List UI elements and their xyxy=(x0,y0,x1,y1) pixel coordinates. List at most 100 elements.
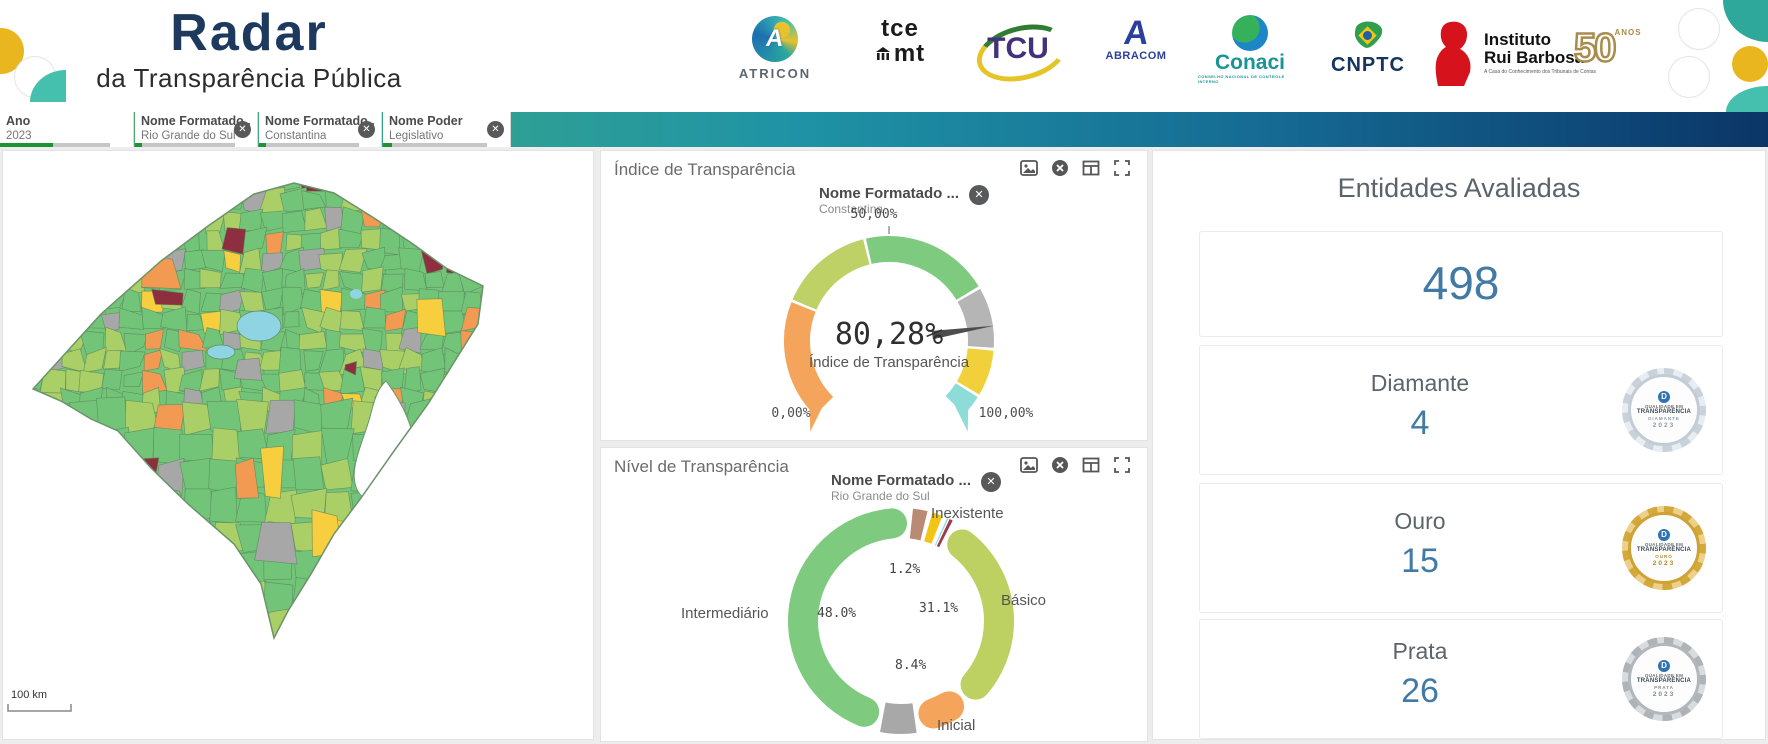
gauge-segment xyxy=(957,288,994,348)
clear-selections-icon[interactable] xyxy=(1051,159,1069,177)
map-cell xyxy=(78,190,106,215)
map-cell xyxy=(201,183,227,192)
entities-total-card[interactable]: 498 xyxy=(1199,231,1723,337)
donut-slice xyxy=(880,702,917,734)
map-cell xyxy=(104,186,128,213)
map-cell xyxy=(462,457,483,493)
map-cell xyxy=(120,231,145,255)
donut-label-inexistente: Inexistente xyxy=(931,505,1004,522)
map-cell xyxy=(504,370,527,393)
map-cell xyxy=(458,397,483,435)
map-cell xyxy=(320,183,345,190)
map-cell xyxy=(458,183,483,195)
map-cell xyxy=(502,328,526,354)
decorative-teal-shape xyxy=(1726,86,1768,112)
filter-ano[interactable]: Ano 2023 xyxy=(0,112,134,147)
map-cell xyxy=(426,186,446,216)
map-cell xyxy=(33,308,46,333)
brand-logo: Radar da Transparência Pública xyxy=(88,4,410,94)
map-cell xyxy=(45,208,61,236)
fullscreen-icon[interactable] xyxy=(1113,456,1131,474)
map-cell xyxy=(377,610,411,638)
kpi-row-ouro[interactable]: Ouro 15 D QUALIDADE EM TRANSPARÊNCIA OUR… xyxy=(1199,483,1723,613)
map-cell xyxy=(78,252,106,273)
map-cell xyxy=(416,298,447,337)
donut-label-intermediario: Intermediário xyxy=(681,605,769,622)
atricon-label: ATRICON xyxy=(738,66,812,81)
fullscreen-icon[interactable] xyxy=(1113,159,1131,177)
map-cell xyxy=(127,554,158,581)
transparency-level-donut[interactable] xyxy=(601,448,1147,742)
map-cell xyxy=(502,250,525,270)
map-cell xyxy=(123,371,144,387)
table-view-icon[interactable] xyxy=(1082,159,1100,177)
map-cell xyxy=(362,348,384,371)
clear-filter-icon[interactable] xyxy=(358,121,375,138)
filter-estado[interactable]: Nome Formatado ... Rio Grande do Sul xyxy=(135,112,258,147)
map-cell xyxy=(522,328,545,355)
filter-poder[interactable]: Nome Poder Legislativo xyxy=(383,112,511,147)
map-cell xyxy=(402,210,427,234)
map-cell xyxy=(153,607,184,638)
badge-level: PRATA xyxy=(1654,685,1674,690)
badge-level: OURO xyxy=(1655,554,1673,559)
export-image-icon[interactable] xyxy=(1020,159,1038,177)
map-cell xyxy=(123,333,148,356)
badge-d-logo: D xyxy=(1658,529,1670,541)
map-cell xyxy=(519,249,546,269)
map-cell xyxy=(41,490,75,526)
map-cell xyxy=(322,269,340,291)
clear-chip-icon[interactable] xyxy=(981,472,1002,492)
nivel-transparencia-panel: Nível de Transparência Nome Formatado ..… xyxy=(600,447,1148,742)
filter-municipio[interactable]: Nome Formatado ... Constantina xyxy=(259,112,382,147)
map-cell xyxy=(519,310,547,332)
irb-caption: A Casa do Conhecimento dos Tribunais de … xyxy=(1484,69,1597,75)
map-cell xyxy=(460,227,483,256)
map-cell xyxy=(182,488,213,525)
map-cell xyxy=(218,288,246,316)
map-cell xyxy=(501,271,525,296)
donut-slice xyxy=(936,519,953,548)
header: Radar da Transparência Pública A ATRICON… xyxy=(0,0,1768,112)
gauge-segment xyxy=(865,236,979,301)
selections-bar: Ano 2023 Nome Formatado ... Rio Grande d… xyxy=(0,112,1768,147)
map-cell xyxy=(43,517,76,556)
abracom-label: ABRACOM xyxy=(1105,50,1167,62)
map-cell xyxy=(151,518,184,555)
map-cell xyxy=(418,183,447,195)
badge-d-logo: D xyxy=(1658,391,1670,403)
map-cell xyxy=(424,271,445,288)
transparency-gauge[interactable] xyxy=(601,151,1147,440)
map-cell xyxy=(404,576,433,614)
decorative-circle xyxy=(1678,8,1720,50)
chart-filter-chip[interactable]: Nome Formatado ... Constantina xyxy=(819,185,990,217)
map-cell xyxy=(479,187,483,216)
map-cell xyxy=(181,349,205,373)
kpi-row-diamante[interactable]: Diamante 4 D QUALIDADE EM TRANSPARÊNCIA … xyxy=(1199,345,1723,475)
export-image-icon[interactable] xyxy=(1020,456,1038,474)
map-cell xyxy=(293,607,322,638)
map-cell xyxy=(61,287,88,313)
lagoa-mirim xyxy=(330,542,366,596)
clear-filter-icon[interactable] xyxy=(234,121,251,138)
chart-filter-chip[interactable]: Nome Formatado ... Rio Grande do Sul xyxy=(831,472,1002,504)
clear-selections-icon[interactable] xyxy=(1051,456,1069,474)
panel-title: Nível de Transparência xyxy=(614,457,789,476)
map-cell xyxy=(375,582,409,613)
map-cell xyxy=(462,546,483,580)
map-cell xyxy=(502,210,521,234)
map-cell xyxy=(478,328,483,351)
rio-grande-do-sul-map[interactable] xyxy=(3,151,593,739)
map-cell xyxy=(62,226,80,255)
map-cell xyxy=(182,608,211,638)
map-cell xyxy=(41,228,61,251)
map-cell xyxy=(41,457,74,494)
kpi-label: Prata xyxy=(1392,638,1448,664)
clear-filter-icon[interactable] xyxy=(487,121,504,138)
clear-chip-icon[interactable] xyxy=(969,185,990,205)
table-view-icon[interactable] xyxy=(1082,456,1100,474)
map-cell xyxy=(223,183,243,190)
kpi-row-prata[interactable]: Prata 26 D QUALIDADE EM TRANSPARÊNCIA PR… xyxy=(1199,619,1723,739)
map-cell xyxy=(292,456,325,491)
map-cell xyxy=(540,389,565,413)
